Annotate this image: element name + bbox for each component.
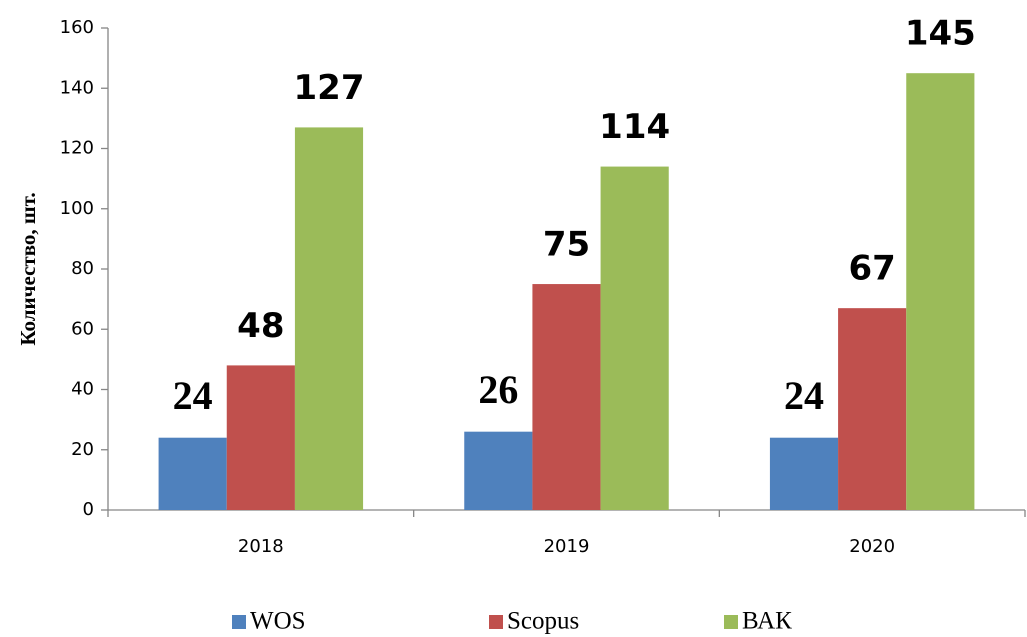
y-tick-label: 100 <box>60 198 94 219</box>
bar <box>906 73 975 510</box>
value-label: 26 <box>478 367 518 412</box>
bar <box>532 284 601 510</box>
y-tick-label: 20 <box>71 439 94 460</box>
y-tick-label: 140 <box>60 77 94 98</box>
x-tick-label: 2018 <box>238 536 284 557</box>
bar <box>158 437 227 510</box>
y-tick-label: 80 <box>71 258 94 279</box>
bar <box>294 127 364 510</box>
legend-label: Scopus <box>507 608 579 635</box>
legend-label: WOS <box>250 608 306 635</box>
bar <box>769 437 839 510</box>
value-label: 75 <box>543 225 590 265</box>
y-axis-title: Количество, шт. <box>16 192 40 345</box>
legend-swatch <box>489 615 503 629</box>
bar <box>838 308 907 510</box>
x-tick-label: 2020 <box>849 536 895 557</box>
value-label: 127 <box>294 68 365 108</box>
value-label: 145 <box>905 14 976 54</box>
value-label: 67 <box>849 249 896 289</box>
x-tick-label: 2019 <box>544 536 590 557</box>
y-tick-label: 60 <box>71 318 94 339</box>
y-tick-label: 40 <box>71 379 94 400</box>
y-tick-label: 0 <box>83 499 94 520</box>
bar <box>226 365 295 510</box>
value-label: 48 <box>237 306 284 346</box>
value-label: 24 <box>784 373 824 418</box>
value-label: 114 <box>599 107 670 147</box>
y-tick-label: 120 <box>60 138 94 159</box>
legend-label: ВАК <box>742 608 792 635</box>
legend-swatch <box>724 615 738 629</box>
value-label: 24 <box>173 373 213 418</box>
bar <box>600 166 669 510</box>
y-tick-label: 160 <box>60 17 94 38</box>
bar <box>464 431 533 510</box>
legend-swatch <box>232 615 246 629</box>
